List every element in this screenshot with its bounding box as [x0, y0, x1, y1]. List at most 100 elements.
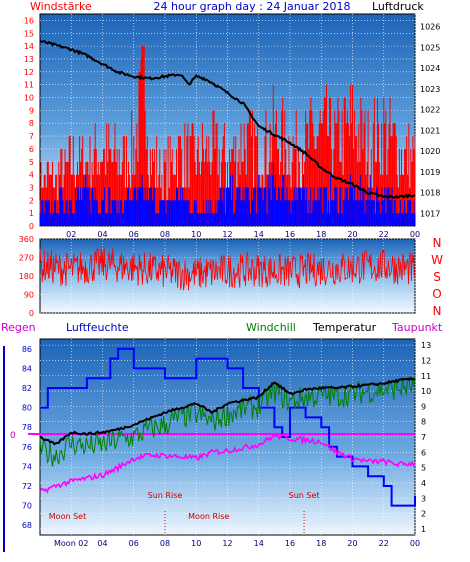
humidity-tick-label: 84: [22, 364, 32, 373]
left-tick-label: 14: [24, 42, 34, 51]
left-tick-label: 0: [29, 222, 34, 231]
temperature-tick-label: 1: [421, 525, 426, 534]
temperature-tick-label: 13: [421, 341, 431, 350]
direction-tick-label: 180: [19, 272, 34, 281]
left-tick-label: 10: [24, 94, 34, 103]
right-tick-label: 1020: [420, 147, 440, 156]
compass-label: S: [433, 270, 441, 284]
right-tick-label: 1024: [420, 64, 440, 73]
left-tick-label: 9: [29, 106, 34, 115]
x-tick-label: 14: [254, 539, 264, 548]
tick-labels: 0123456789101112131415161017101810191020…: [19, 16, 443, 548]
right-tick-label: 1025: [420, 43, 440, 52]
compass-label: N: [433, 236, 442, 250]
direction-tick-label: 360: [19, 235, 34, 244]
temperature-tick-label: 5: [421, 464, 426, 473]
left-tick-label: 2: [29, 196, 34, 205]
x-tick-label: 22: [379, 539, 389, 548]
x-tick-label: 10: [191, 230, 201, 239]
temperature-tick-label: 11: [421, 372, 431, 381]
compass-label: O: [432, 287, 441, 301]
x-tick-label: 06: [129, 539, 139, 548]
temperature-tick-label: 3: [421, 494, 426, 503]
humidity-tick-label: 70: [22, 502, 32, 511]
temperature-tick-label: 6: [421, 448, 426, 457]
left-tick-label: 3: [29, 183, 34, 192]
temperature-tick-label: 10: [421, 387, 431, 396]
x-tick-label: 20: [347, 539, 357, 548]
series-luftdruck: [39, 39, 416, 200]
x-tick-label: 18: [316, 539, 326, 548]
series-climate: [28, 347, 416, 507]
event-label: Moon Set: [49, 512, 86, 521]
series-direction: [39, 246, 416, 291]
direction-tick-label: 0: [29, 309, 34, 318]
direction-tick-label: 90: [24, 291, 34, 300]
x-tick-label: 02: [66, 230, 76, 239]
dewpoint-label: Taupunkt: [391, 321, 443, 334]
left-tick-label: 16: [24, 16, 34, 25]
right-tick-label: 1019: [420, 168, 440, 177]
grid-climate: [40, 339, 416, 535]
humidity-tick-label: 82: [22, 384, 32, 393]
x-tick-label: 04: [97, 539, 107, 548]
left-axis-label: Windstärke: [30, 0, 92, 13]
left-tick-label: 12: [24, 68, 34, 77]
x-tick-label: Moon 02: [54, 539, 88, 548]
x-tick-label: 18: [316, 230, 326, 239]
event-label: Sun Rise: [148, 491, 183, 500]
x-tick-label: 08: [160, 230, 170, 239]
x-tick-label: 12: [222, 539, 232, 548]
temperature-tick-label: 9: [421, 402, 426, 411]
windchill-label: Windchill: [246, 321, 296, 334]
humidity-tick-label: 76: [22, 443, 32, 452]
event-label: Moon Rise: [188, 512, 229, 521]
left-tick-label: 13: [24, 55, 34, 64]
series-windmittel: [39, 161, 416, 226]
left-tick-label: 6: [29, 145, 34, 154]
humidity-label: Luftfeuchte: [66, 321, 129, 334]
x-tick-label: 00: [410, 230, 420, 239]
temperature-tick-label: 8: [421, 418, 426, 427]
rain-label: Regen: [1, 321, 36, 334]
temperature-tick-label: 7: [421, 433, 426, 442]
humidity-tick-label: 80: [22, 404, 32, 413]
x-tick-label: 14: [254, 230, 264, 239]
series-temperatur: [39, 376, 416, 446]
left-tick-label: 7: [29, 132, 34, 141]
right-tick-label: 1018: [420, 189, 440, 198]
humidity-tick-label: 86: [22, 345, 32, 354]
left-tick-label: 5: [29, 158, 34, 167]
right-axis-label: Luftdruck: [372, 0, 424, 13]
rain-zero-label: 0: [10, 431, 16, 441]
series-windrichtung: [39, 246, 416, 291]
right-tick-label: 1021: [420, 126, 440, 135]
left-tick-label: 8: [29, 119, 34, 128]
temperature-label: Temperatur: [312, 321, 377, 334]
right-tick-label: 1017: [420, 210, 440, 219]
series-taupunkt: [39, 432, 416, 494]
left-tick-label: 1: [29, 209, 34, 218]
chart-title: 24 hour graph day : 24 Januar 2018: [154, 0, 351, 13]
x-tick-label: 20: [347, 230, 357, 239]
event-label: Sun Set: [289, 491, 320, 500]
x-tick-label: 00: [410, 539, 420, 548]
temperature-tick-label: 2: [421, 510, 426, 519]
x-tick-label: 04: [97, 230, 107, 239]
x-tick-label: 08: [160, 539, 170, 548]
x-tick-label: 12: [222, 230, 232, 239]
x-tick-label: 06: [129, 230, 139, 239]
x-tick-label: 16: [285, 539, 295, 548]
direction-tick-label: 270: [19, 254, 34, 263]
compass-label: W: [431, 253, 443, 267]
temperature-tick-label: 12: [421, 356, 431, 365]
compass-label: N: [433, 304, 442, 318]
left-tick-label: 11: [24, 81, 34, 90]
series-wind: [39, 39, 416, 226]
right-tick-label: 1022: [420, 106, 440, 115]
humidity-tick-label: 68: [22, 521, 32, 530]
x-tick-label: 22: [379, 230, 389, 239]
right-tick-label: 1026: [420, 22, 440, 31]
x-tick-label: 10: [191, 539, 201, 548]
